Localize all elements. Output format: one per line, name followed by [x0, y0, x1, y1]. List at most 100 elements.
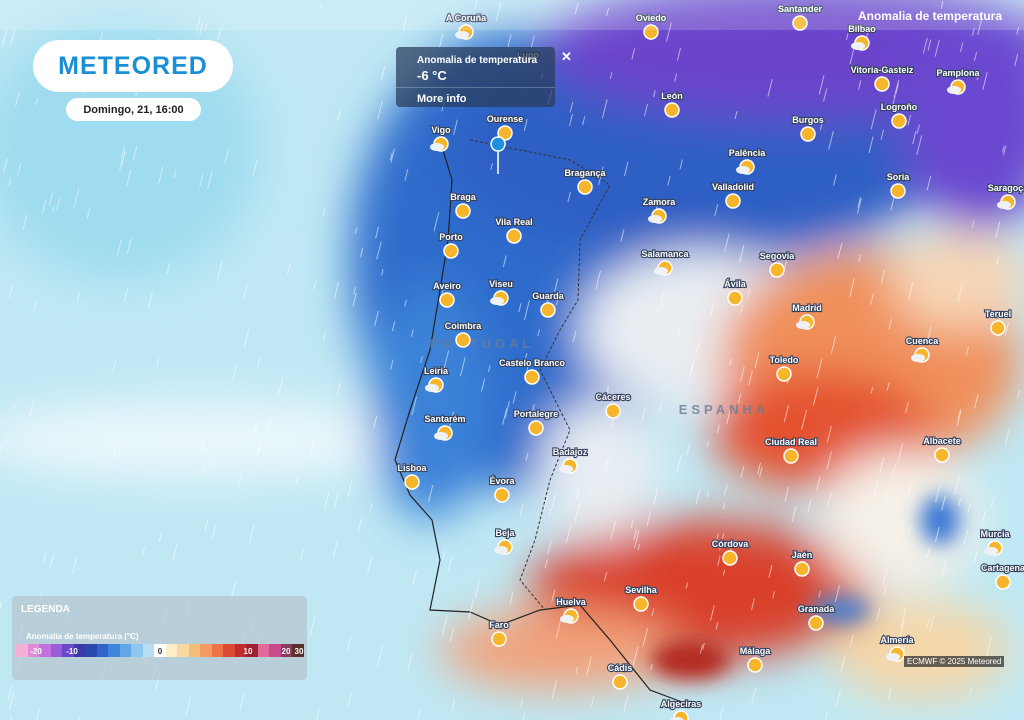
wind-streak	[905, 402, 909, 414]
wind-streak	[442, 549, 446, 560]
wind-streak	[10, 715, 13, 720]
wind-streak	[243, 328, 250, 349]
wind-streak	[837, 243, 843, 260]
location-pin[interactable]	[490, 136, 506, 175]
cloud-icon	[494, 546, 508, 554]
wind-streak	[734, 111, 738, 120]
wind-streak	[141, 547, 145, 558]
wind-streak	[723, 484, 728, 496]
wind-streak	[575, 489, 580, 499]
city-label: Coimbra	[445, 321, 483, 331]
weather-icon	[800, 126, 816, 142]
wind-streak	[337, 109, 341, 121]
wind-streak	[906, 481, 912, 498]
cloud-icon	[455, 31, 469, 39]
wind-streak	[900, 524, 904, 534]
color-bar	[16, 644, 304, 657]
wind-streak	[49, 553, 55, 570]
wind-streak	[313, 280, 317, 290]
more-info[interactable]: More info	[417, 93, 467, 105]
wind-streak	[706, 440, 709, 447]
wind-streak	[759, 467, 763, 478]
city-label: Valladolid	[712, 182, 754, 192]
wind-streak	[754, 352, 760, 369]
weather-icon	[439, 292, 455, 308]
cloud-icon	[851, 42, 865, 50]
cloud-icon	[559, 465, 573, 473]
wind-streak	[480, 378, 486, 392]
city-label: Santarém	[424, 414, 465, 424]
wind-streak	[7, 685, 13, 702]
color-step	[269, 644, 281, 657]
wind-streak	[551, 492, 557, 508]
wind-streak	[833, 174, 837, 186]
wind-streak	[605, 385, 610, 399]
city-label: Huelva	[556, 597, 587, 607]
wind-streak	[768, 564, 773, 578]
city-label: Córdova	[712, 539, 750, 549]
wind-streak	[824, 711, 828, 720]
wind-streak	[390, 359, 394, 370]
wind-streak	[377, 101, 383, 120]
wind-streak	[555, 290, 561, 306]
wind-streak	[767, 78, 773, 97]
close-button[interactable]: ✕	[561, 49, 572, 64]
city-label: Guarda	[532, 291, 565, 301]
legend-tick: -10	[66, 647, 78, 656]
wind-streak	[286, 262, 291, 275]
legend-tick: 10	[243, 647, 253, 656]
wind-streak	[990, 497, 995, 508]
wind-streak	[650, 663, 653, 671]
layer-name[interactable]: Anomalia de temperatura	[857, 9, 1002, 23]
color-step	[234, 644, 247, 657]
wind-streak	[309, 616, 316, 636]
wind-streak	[887, 688, 892, 699]
wind-streak	[428, 484, 434, 503]
wind-streak	[42, 552, 46, 564]
city-label: Zamora	[643, 197, 677, 207]
wind-streak	[674, 73, 678, 83]
color-step	[257, 644, 270, 657]
wind-streak	[957, 409, 962, 420]
wind-streak	[926, 617, 931, 627]
weather-icon	[769, 262, 785, 278]
date-pill[interactable]: Domingo, 21, 16:00	[66, 98, 201, 121]
legend-tick: 30	[294, 647, 304, 656]
wind-streak	[554, 278, 559, 292]
wind-streak	[738, 244, 745, 263]
wind-streak	[996, 257, 999, 265]
wind-streak	[632, 646, 639, 666]
wind-streak	[332, 541, 338, 559]
wind-streak	[523, 352, 528, 365]
wind-streak	[876, 606, 881, 622]
wind-streak	[354, 227, 358, 235]
weather-icon	[455, 203, 471, 219]
wind-streak	[316, 709, 320, 720]
cloud-icon	[736, 166, 750, 174]
weather-icon	[747, 657, 763, 673]
wind-streak	[826, 425, 832, 443]
wind-streak	[679, 159, 683, 170]
wind-streak	[375, 226, 379, 239]
color-step	[223, 644, 235, 657]
wind-streak	[870, 109, 877, 130]
color-step	[73, 644, 86, 657]
color-step	[16, 644, 28, 657]
wind-streak	[551, 679, 558, 700]
wind-streak	[495, 2, 502, 22]
weather-icon	[540, 302, 556, 318]
wind-streak	[173, 171, 177, 179]
wind-streak	[537, 329, 540, 337]
logo[interactable]: METEORED	[33, 40, 233, 92]
wind-streak	[981, 512, 986, 527]
wind-streak	[926, 547, 931, 558]
wind-streak	[807, 498, 812, 514]
wind-streak	[652, 488, 659, 506]
wind-streak	[812, 387, 819, 406]
wind-streak	[158, 531, 163, 543]
wind-streak	[995, 221, 1001, 239]
city-label: Leiria	[424, 366, 449, 376]
city-label: Évora	[489, 476, 515, 486]
wind-streak	[693, 408, 697, 418]
